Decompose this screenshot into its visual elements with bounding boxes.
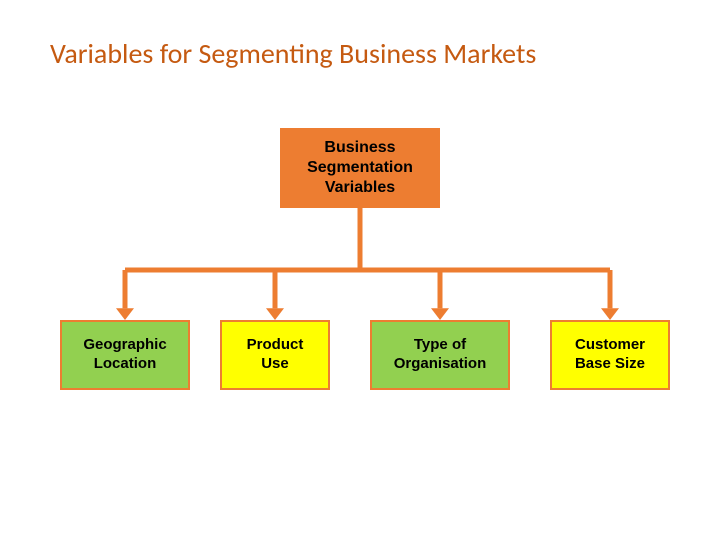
slide: Variables for Segmenting Business Market… xyxy=(0,0,720,540)
child-node-type-of-organisation: Type of Organisation xyxy=(370,320,510,390)
tree-connectors xyxy=(0,0,720,540)
root-node: Business Segmentation Variables xyxy=(280,128,440,208)
child-node-geographic-location: Geographic Location xyxy=(60,320,190,390)
child-node-customer-base-size: Customer Base Size xyxy=(550,320,670,390)
child-node-product-use: Product Use xyxy=(220,320,330,390)
slide-title: Variables for Segmenting Business Market… xyxy=(50,36,536,71)
